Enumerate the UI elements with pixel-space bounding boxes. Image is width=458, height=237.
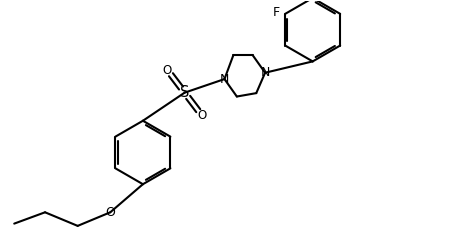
Text: O: O	[197, 109, 207, 122]
Text: N: N	[261, 66, 270, 79]
Text: O: O	[163, 64, 172, 77]
Text: F: F	[273, 6, 280, 19]
Text: S: S	[180, 85, 189, 100]
Text: N: N	[220, 73, 229, 86]
Text: O: O	[105, 206, 115, 219]
